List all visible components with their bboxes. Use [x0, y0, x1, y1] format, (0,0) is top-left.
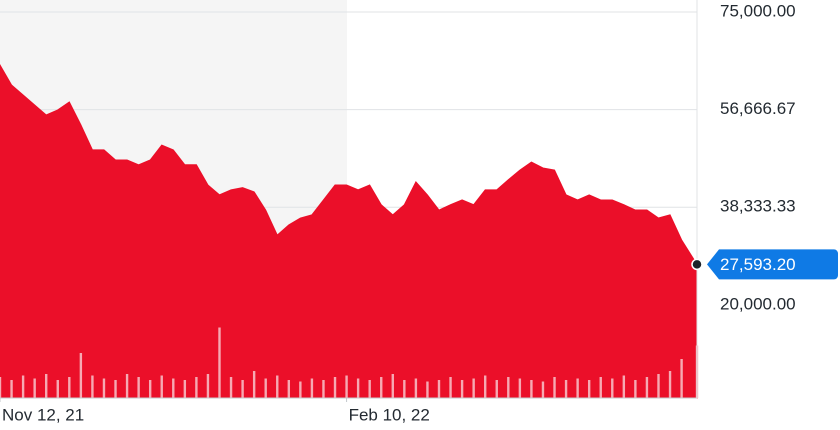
volume-bar: [229, 377, 233, 398]
volume-bar: [183, 380, 187, 398]
volume-bar: [611, 378, 614, 398]
volume-bar: [541, 381, 545, 398]
price-area: [0, 63, 698, 399]
volume-bar: [518, 378, 522, 398]
volume-bar: [368, 380, 371, 398]
x-tick-label: Feb 10, 22: [349, 405, 430, 424]
volume-bar: [507, 377, 510, 398]
plot: [0, 63, 699, 399]
volume-bar: [310, 378, 314, 398]
volume-bar: [414, 378, 418, 398]
volume-bar: [21, 375, 25, 398]
volume-bar: [460, 380, 464, 398]
volume-bar: [218, 327, 221, 398]
volume-bar: [587, 380, 591, 398]
volume-bar: [299, 381, 302, 398]
volume-bar: [680, 359, 683, 398]
volume-bar: [345, 375, 348, 398]
volume-bar: [495, 380, 498, 398]
volume-bar: [172, 378, 175, 398]
volume-bar: [437, 380, 441, 398]
volume-bar: [553, 377, 556, 398]
last-price-tag: [707, 249, 838, 280]
volume-bar: [195, 377, 198, 398]
volume-bar: [56, 380, 59, 398]
volume-bar: [160, 375, 163, 398]
volume-bar: [530, 380, 533, 398]
volume-bar: [484, 375, 487, 398]
volume-bar: [657, 374, 660, 398]
volume-bar: [137, 377, 140, 398]
last-price-dot: [691, 258, 703, 271]
volume-bar: [287, 380, 291, 398]
y-tick-label: 38,333.33: [720, 197, 796, 216]
volume-bar: [252, 371, 256, 398]
volume-bar: [68, 377, 71, 398]
volume-bar: [380, 377, 383, 398]
volume-bar: [449, 377, 452, 398]
volume-bar: [102, 378, 106, 398]
volume-bar: [576, 378, 579, 398]
volume-bar: [125, 374, 129, 398]
volume-bar: [622, 375, 626, 398]
volume-bar: [426, 381, 429, 398]
volume-bar: [645, 377, 649, 398]
y-tick-label: 75,000.00: [720, 1, 796, 20]
y-tick-label: 20,000.00: [720, 294, 796, 313]
volume-bar: [241, 380, 244, 398]
volume-bar: [599, 377, 602, 398]
volume-bar: [10, 380, 13, 398]
volume-bar: [79, 353, 83, 398]
volume-bar: [45, 374, 48, 398]
volume-bar: [0, 377, 2, 398]
volume-bar: [206, 374, 210, 398]
volume-bar: [264, 378, 267, 398]
volume-bar: [333, 377, 337, 398]
volume-bar: [322, 380, 325, 398]
volume-bar: [33, 378, 36, 398]
volume-bar: [403, 380, 406, 398]
volume-bar: [276, 375, 279, 398]
volume-bar: [634, 380, 637, 398]
volume-bar: [391, 374, 394, 398]
volume-bar: [668, 371, 672, 398]
volume-bar: [564, 380, 568, 398]
volume-bar: [148, 380, 152, 398]
y-tick-label: 56,666.67: [720, 99, 796, 118]
volume-bar: [356, 378, 360, 398]
volume-bar: [114, 380, 117, 398]
last-price-label: 27,593.20: [720, 255, 796, 274]
volume-bar: [472, 378, 475, 398]
volume-bar: [91, 375, 94, 398]
x-tick-label: Nov 12, 21: [2, 405, 84, 424]
